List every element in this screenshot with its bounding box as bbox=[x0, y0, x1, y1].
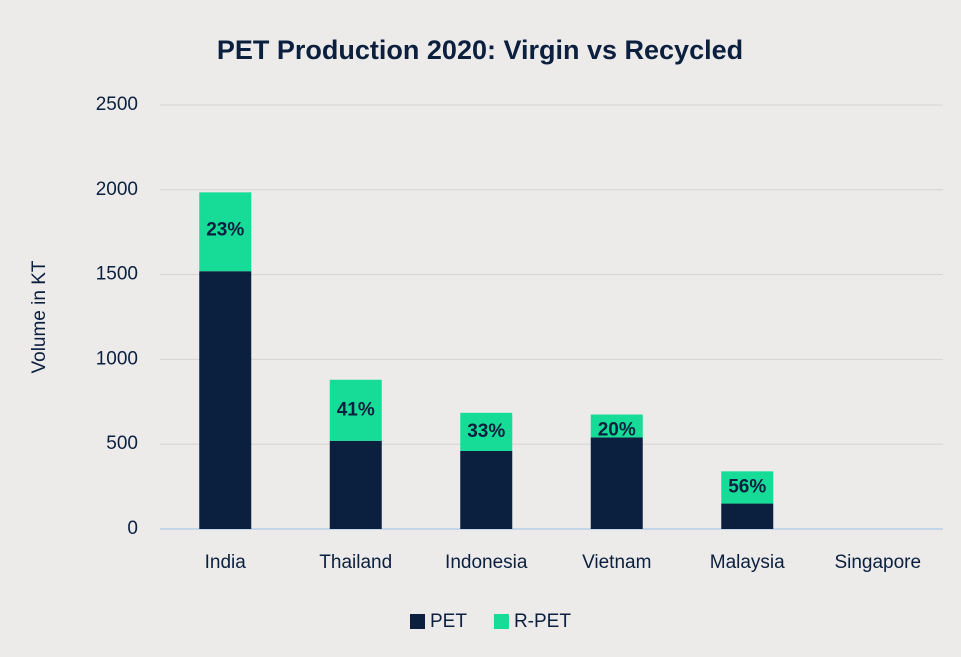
x-tick-label: Indonesia bbox=[445, 552, 528, 573]
data-label: 33% bbox=[467, 421, 505, 442]
chart-title: PET Production 2020: Virgin vs Recycled bbox=[217, 35, 743, 65]
x-tick-label: Vietnam bbox=[582, 552, 651, 573]
data-label: 20% bbox=[598, 420, 636, 441]
y-tick-label: 1500 bbox=[96, 264, 138, 285]
bar-segment bbox=[460, 450, 513, 529]
legend-label: PET bbox=[430, 611, 467, 632]
bar-segment bbox=[721, 503, 774, 529]
y-tick-label: 2000 bbox=[96, 179, 138, 200]
x-tick-label: Malaysia bbox=[710, 552, 785, 573]
x-tick-label: Singapore bbox=[834, 552, 921, 573]
bar-segment bbox=[329, 379, 382, 441]
bar-segment bbox=[590, 414, 643, 438]
data-label: 23% bbox=[206, 219, 244, 240]
bar-segment bbox=[721, 471, 774, 504]
bar-segment bbox=[460, 412, 513, 451]
bar-segment bbox=[329, 440, 382, 529]
legend-swatch bbox=[493, 614, 509, 629]
bar-segment bbox=[199, 271, 252, 529]
y-tick-label: 500 bbox=[106, 433, 138, 454]
data-label: 56% bbox=[728, 476, 766, 497]
y-axis-label: Volume in KT bbox=[29, 260, 50, 373]
bar-segment bbox=[590, 437, 643, 529]
data-label: 41% bbox=[337, 399, 375, 420]
y-tick-label: 2500 bbox=[96, 94, 138, 115]
y-tick-label: 0 bbox=[127, 518, 138, 539]
y-tick-label: 1000 bbox=[96, 348, 138, 369]
bar-segment bbox=[199, 192, 252, 272]
x-tick-label: India bbox=[205, 552, 247, 573]
legend-label: R-PET bbox=[514, 611, 571, 632]
x-tick-label: Thailand bbox=[319, 552, 392, 573]
legend-swatch bbox=[410, 614, 425, 629]
